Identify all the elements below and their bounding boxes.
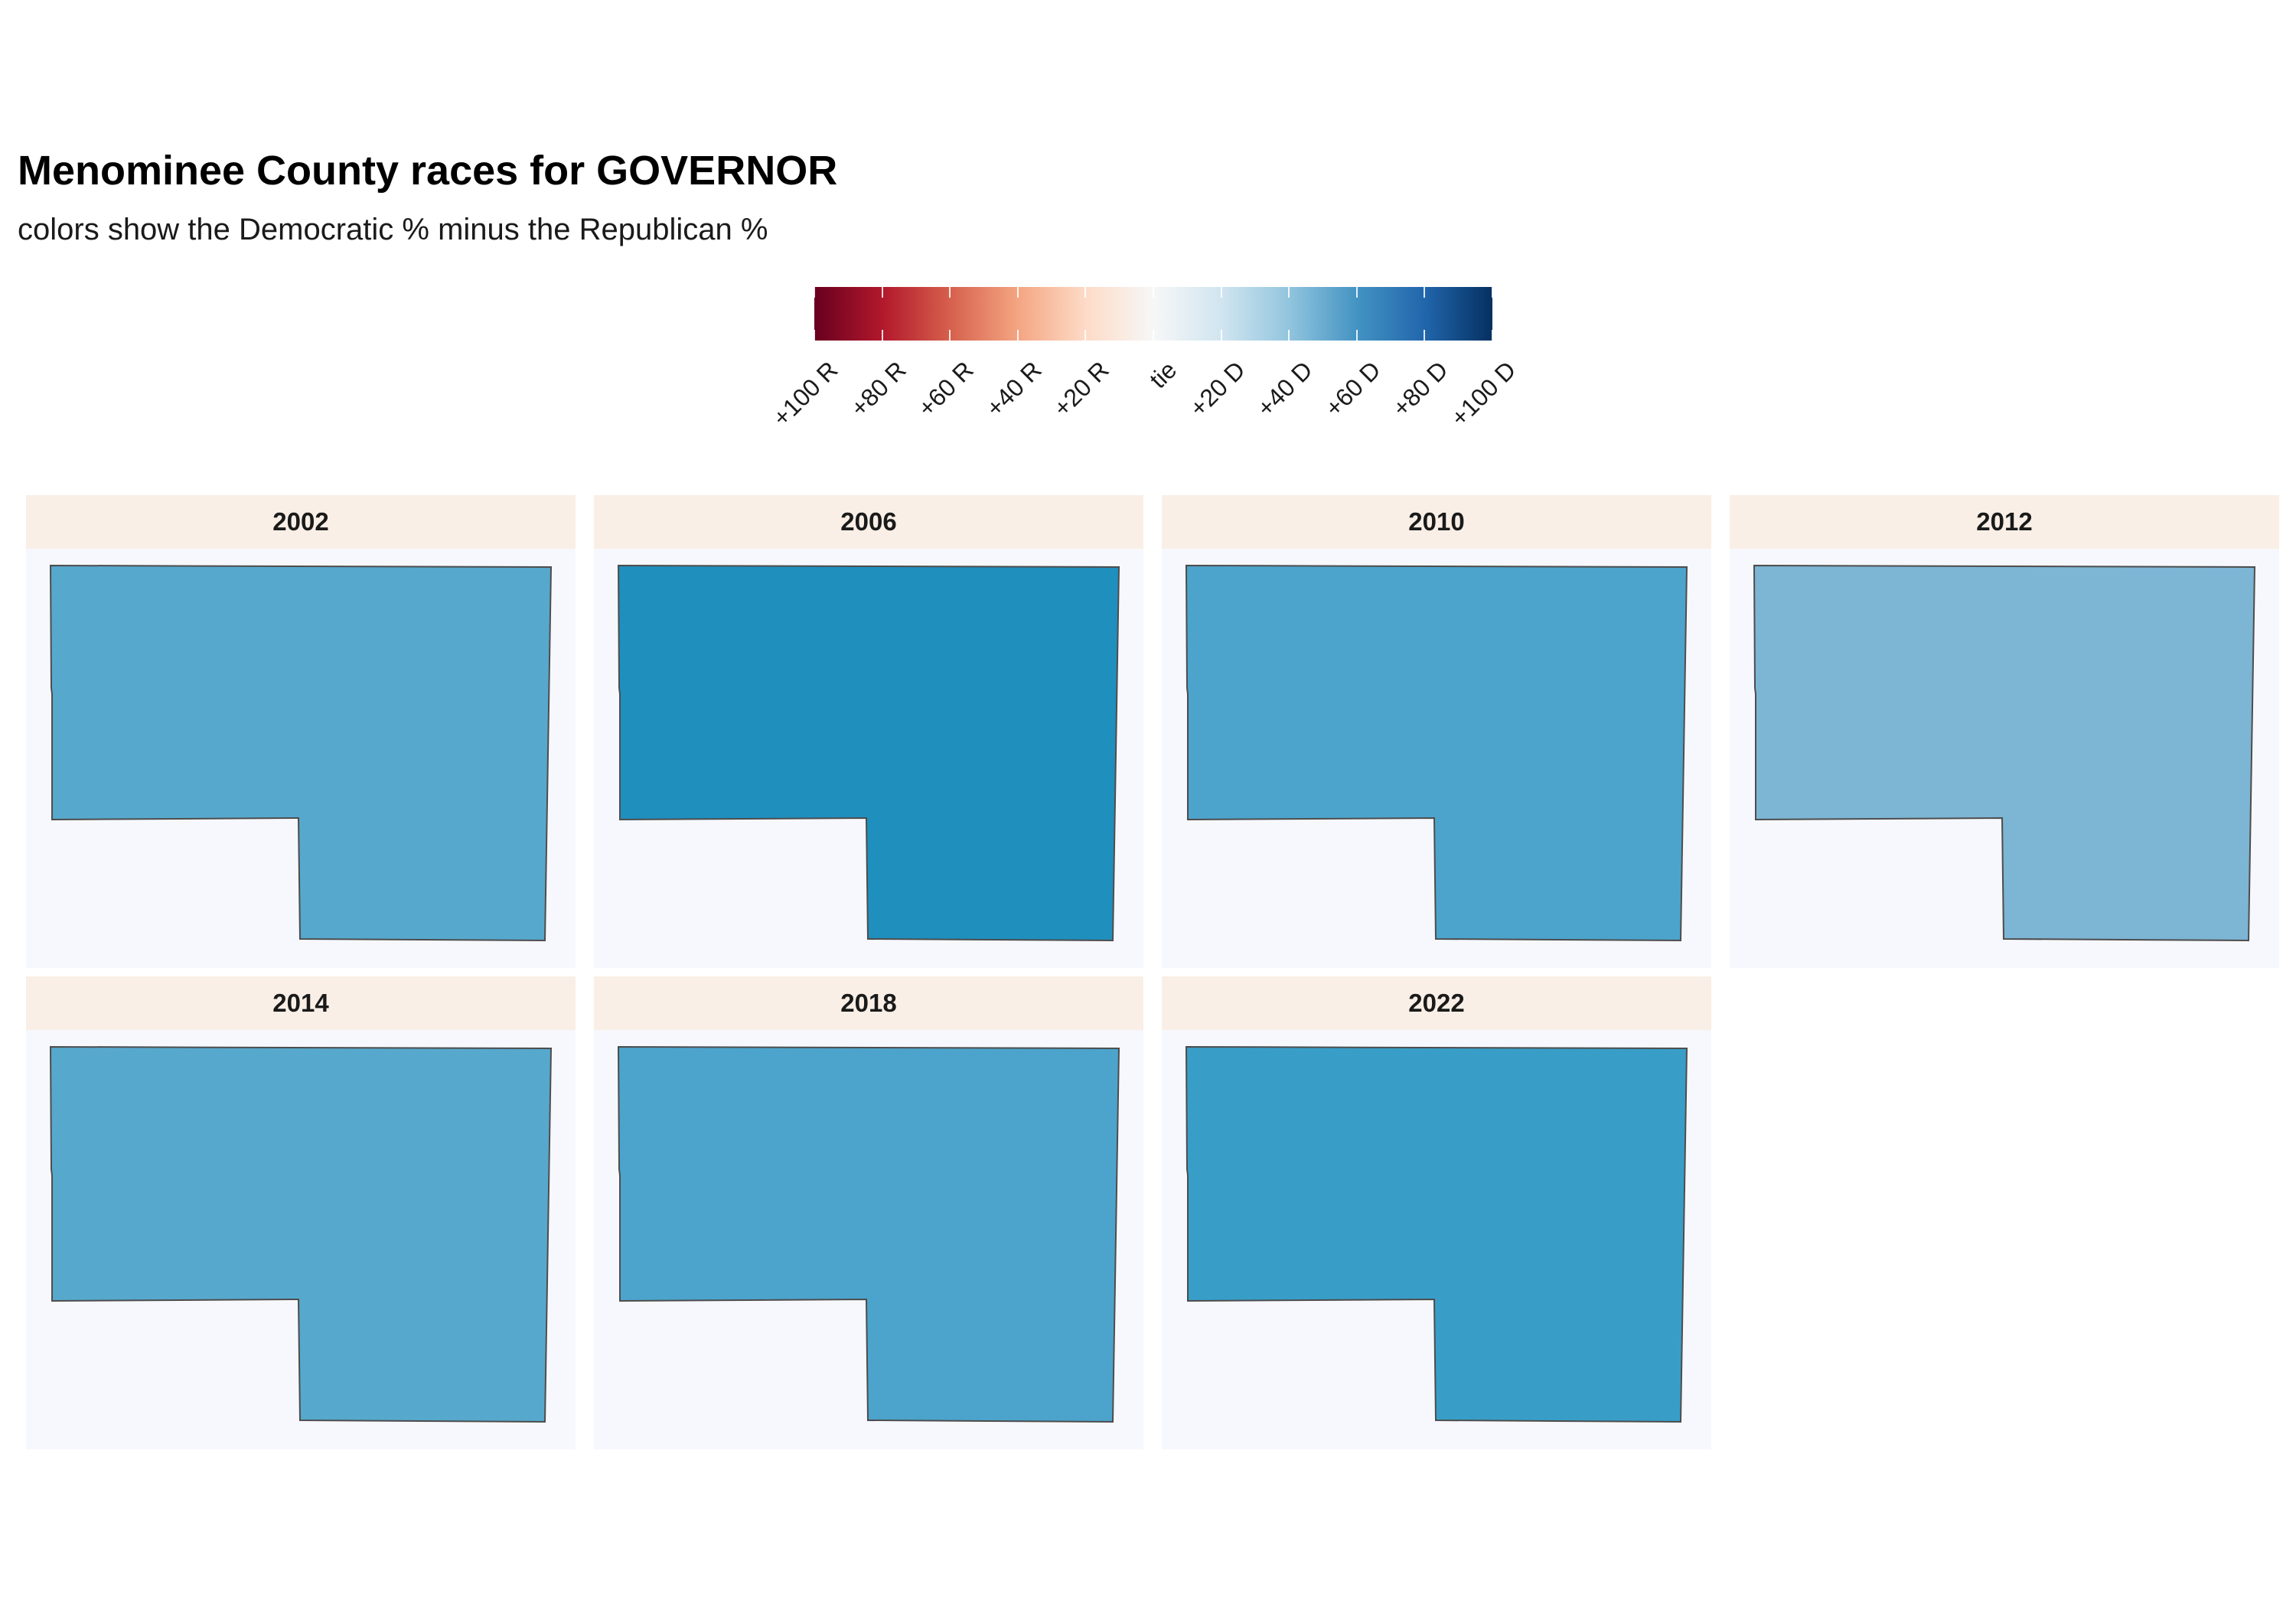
county-map (1185, 564, 1688, 942)
county-map (617, 564, 1120, 942)
facet-panel: 2002 (26, 495, 576, 968)
county-shape (49, 1045, 553, 1423)
legend-tick-label: +40 R (980, 356, 1047, 422)
facet-year-label: 2002 (26, 495, 576, 549)
legend-tick-label: +60 R (912, 356, 979, 422)
legend-tick-label: +80 D (1387, 356, 1454, 422)
legend-tick (1016, 287, 1019, 341)
legend-tick-label: +60 D (1319, 356, 1386, 422)
county-map (1753, 564, 2256, 942)
facet-panel: 2006 (594, 495, 1143, 968)
legend-tick-label: +20 R (1048, 356, 1115, 422)
legend-tick (1492, 287, 1493, 341)
legend-tick-label: +80 R (844, 356, 912, 422)
facet-year-label: 2014 (26, 976, 576, 1030)
county-shape (617, 564, 1120, 942)
county-shape (1753, 564, 2256, 942)
facet-year-label: 2010 (1162, 495, 1711, 549)
facet-year-label: 2012 (1730, 495, 2279, 549)
facet-panel: 2018 (594, 976, 1143, 1449)
legend-tick (949, 287, 951, 341)
legend-tick (881, 287, 883, 341)
facet-year-label: 2006 (594, 495, 1143, 549)
legend-tick-label: +40 D (1251, 356, 1318, 422)
county-shape (49, 564, 553, 942)
facet-panel: 2014 (26, 976, 576, 1449)
legend-tick (1355, 287, 1358, 341)
legend-tick (1084, 287, 1087, 341)
county-shape (617, 1045, 1120, 1423)
legend-tick-label: +20 D (1183, 356, 1251, 422)
legend-tick (1153, 287, 1154, 341)
facet-year-label: 2018 (594, 976, 1143, 1030)
facet-year-label: 2022 (1162, 976, 1711, 1030)
facet-panel: 2022 (1162, 976, 1711, 1449)
legend-tick-label: +100 R (767, 356, 843, 432)
county-shape (1185, 1045, 1688, 1423)
county-shape (1185, 564, 1688, 942)
legend-tick (1220, 287, 1222, 341)
facet-panel: 2010 (1162, 495, 1711, 968)
legend-tick (1288, 287, 1290, 341)
legend-tick-label: +100 D (1445, 356, 1521, 432)
chart-title: Menominee County races for GOVERNOR (18, 148, 838, 194)
county-map (49, 564, 553, 942)
facet-panel: 2012 (1730, 495, 2279, 968)
legend-tick (814, 287, 815, 341)
legend-tick (1424, 287, 1426, 341)
county-map (1185, 1045, 1688, 1423)
county-map (49, 1045, 553, 1423)
legend-tick-label: tie (1143, 356, 1182, 394)
county-map (617, 1045, 1120, 1423)
chart-subtitle: colors show the Democratic % minus the R… (18, 213, 768, 246)
